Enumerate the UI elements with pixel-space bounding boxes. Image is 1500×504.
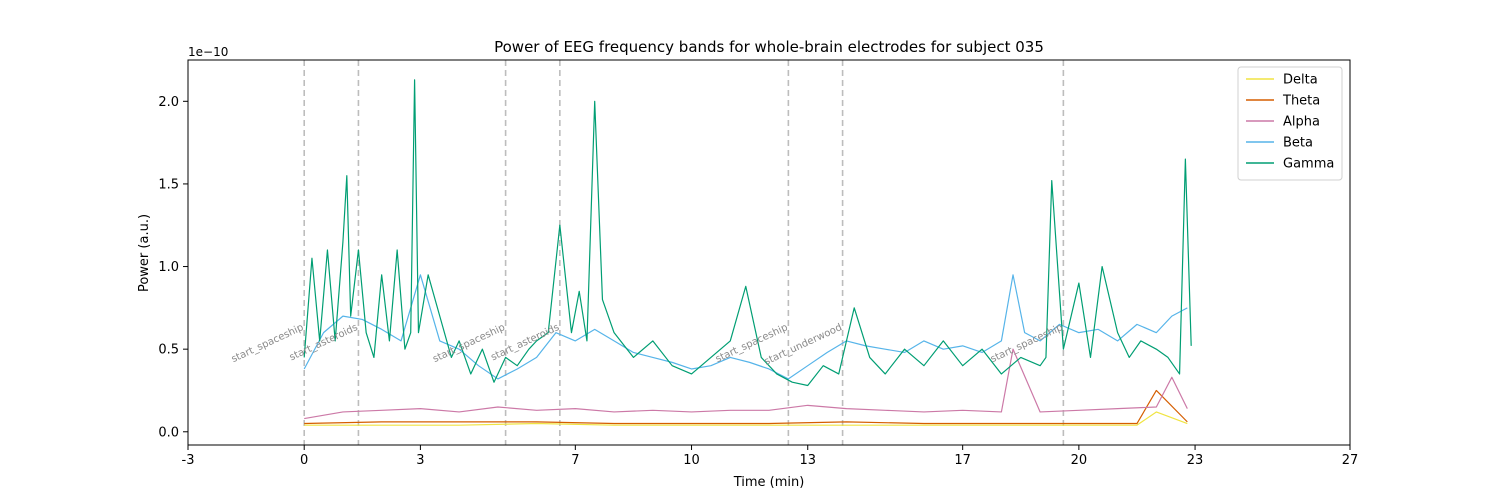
y-offset-label: 1e−10 (188, 45, 228, 59)
series-line-alpha (304, 348, 1188, 420)
y-tick-label-3: 1.5 (158, 177, 179, 192)
x-tick-label-5: 13 (799, 453, 816, 468)
legend-box (1237, 66, 1343, 181)
legend-label-alpha: Alpha (1283, 115, 1320, 130)
y-tick-label-2: 1.0 (158, 260, 179, 275)
y-tick-label-4: 2.0 (158, 95, 179, 110)
x-tick-label-7: 20 (1071, 453, 1088, 468)
event-label-6: start_spaceship (989, 322, 1065, 365)
y-tick-label-0: 0.0 (158, 425, 179, 440)
x-tick-label-8: 23 (1187, 453, 1204, 468)
x-tick-label-3: 7 (571, 453, 579, 468)
series-line-theta (304, 389, 1188, 425)
legend-label-delta: Delta (1283, 73, 1318, 88)
x-tick-label-4: 10 (683, 453, 700, 468)
x-axis-label: Time (min) (733, 475, 805, 490)
x-tick-label-6: 17 (954, 453, 971, 468)
legend-label-theta: Theta (1282, 94, 1320, 109)
x-tick-label-0: -3 (182, 453, 195, 468)
legend-label-gamma: Gamma (1283, 157, 1334, 172)
legend-label-beta: Beta (1283, 136, 1313, 151)
x-tick-label-2: 3 (416, 453, 424, 468)
series-line-delta (304, 411, 1188, 426)
y-axis-label: Power (a.u.) (137, 214, 152, 292)
y-tick-label-1: 0.5 (158, 343, 179, 358)
axes-frame (187, 59, 1351, 446)
chart-title: Power of EEG frequency bands for whole-b… (494, 38, 1044, 56)
x-tick-label-1: 0 (300, 453, 308, 468)
series-line-gamma (303, 79, 1192, 387)
legend: Delta Theta Alpha Beta Gamma (1237, 66, 1343, 181)
x-tick-label-9: 27 (1342, 453, 1359, 468)
